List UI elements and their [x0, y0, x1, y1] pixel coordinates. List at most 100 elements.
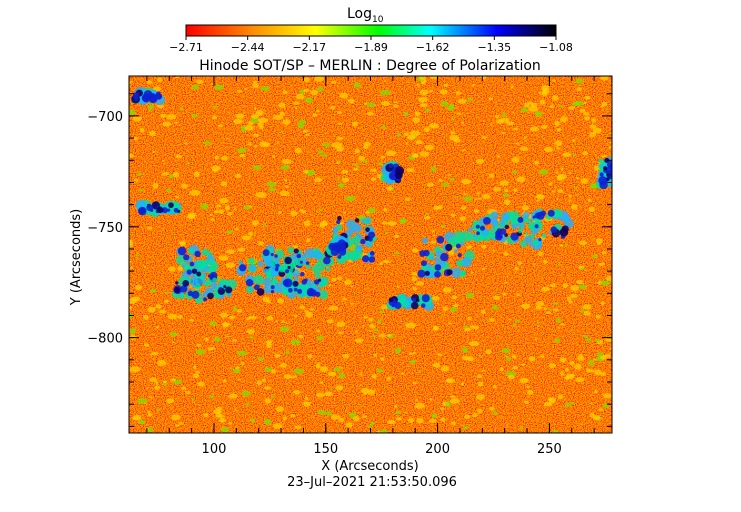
strong-polarization-patch [394, 171, 403, 180]
strong-polarization-patch [156, 206, 164, 214]
speckle [342, 297, 348, 301]
speckle [226, 335, 230, 338]
speckle [147, 410, 151, 413]
strong-polarization-patch [270, 289, 275, 294]
speckle [211, 115, 218, 120]
network-patch [270, 270, 277, 278]
network-patch [336, 224, 343, 231]
speckle [336, 111, 343, 114]
speckle [214, 155, 220, 160]
speckle [180, 183, 188, 189]
strong-polarization-patch [547, 209, 555, 217]
speckle [431, 413, 437, 419]
speckle [580, 291, 583, 294]
speckle [520, 272, 524, 275]
speckle [429, 89, 433, 93]
speckle [597, 351, 603, 357]
strong-polarization-patch [173, 207, 179, 213]
speckle [228, 422, 233, 425]
speckle [129, 109, 136, 116]
speckle [268, 187, 276, 192]
strong-polarization-patch [455, 243, 461, 249]
speckle [378, 310, 385, 314]
speckle [192, 373, 200, 379]
speckle [352, 167, 359, 171]
speckle [275, 320, 278, 323]
speckle [535, 301, 545, 307]
speckle [548, 363, 556, 369]
speckle [455, 91, 462, 95]
speckle [424, 215, 431, 220]
speckle [600, 301, 605, 306]
network-patch [311, 265, 318, 272]
speckle [580, 178, 589, 184]
speckle [336, 136, 344, 141]
speckle [595, 238, 603, 244]
speckle [143, 265, 146, 268]
speckle [195, 349, 206, 355]
speckle [601, 101, 608, 107]
speckle [394, 252, 400, 255]
speckle [412, 381, 417, 385]
speckle [419, 103, 428, 108]
network-patch [451, 267, 462, 279]
speckle [463, 196, 473, 202]
speckle [135, 254, 139, 258]
speckle [175, 154, 183, 159]
speckle [132, 414, 142, 421]
speckle [586, 338, 592, 342]
speckle [232, 307, 238, 312]
speckle [280, 165, 290, 170]
speckle [282, 90, 288, 95]
network-patch [202, 291, 209, 298]
network-patch [196, 259, 207, 271]
network-patch [300, 292, 304, 297]
speckle [222, 379, 227, 383]
speckle [179, 240, 186, 245]
speckle [315, 364, 321, 369]
speckle [257, 117, 269, 123]
speckle [180, 386, 187, 390]
speckle [534, 338, 538, 341]
speckle [446, 105, 455, 111]
speckle [324, 391, 333, 397]
speckle [560, 116, 568, 123]
speckle [148, 396, 153, 399]
speckle [431, 230, 435, 233]
speckle [236, 308, 243, 313]
network-patch [529, 242, 533, 247]
speckle [412, 117, 420, 123]
speckle [362, 145, 369, 149]
speckle [263, 419, 272, 425]
network-patch [453, 230, 465, 242]
strong-polarization-patch [436, 235, 445, 244]
speckle [489, 317, 495, 322]
speckle [232, 339, 238, 342]
heatmap-plot-area [129, 76, 612, 433]
speckle [293, 244, 299, 249]
speckle [328, 305, 339, 311]
speckle [316, 110, 320, 113]
speckle [417, 370, 422, 373]
speckle [446, 378, 452, 383]
speckle [578, 240, 588, 246]
network-patch [524, 232, 529, 236]
speckle [159, 309, 167, 314]
speckle [511, 157, 520, 163]
speckle [552, 78, 556, 82]
speckle [460, 206, 467, 210]
speckle [336, 321, 346, 328]
speckle [520, 108, 529, 113]
strong-polarization-patch [191, 268, 198, 274]
speckle [449, 307, 458, 312]
speckle [556, 198, 559, 200]
speckle [506, 357, 512, 362]
strong-polarization-patch [299, 260, 303, 264]
speckle [556, 127, 562, 132]
speckle [387, 419, 396, 425]
strong-polarization-patch [368, 231, 376, 239]
strong-polarization-patch [274, 267, 279, 272]
speckle [492, 304, 499, 311]
network-patch [349, 226, 356, 233]
speckle [571, 402, 575, 405]
